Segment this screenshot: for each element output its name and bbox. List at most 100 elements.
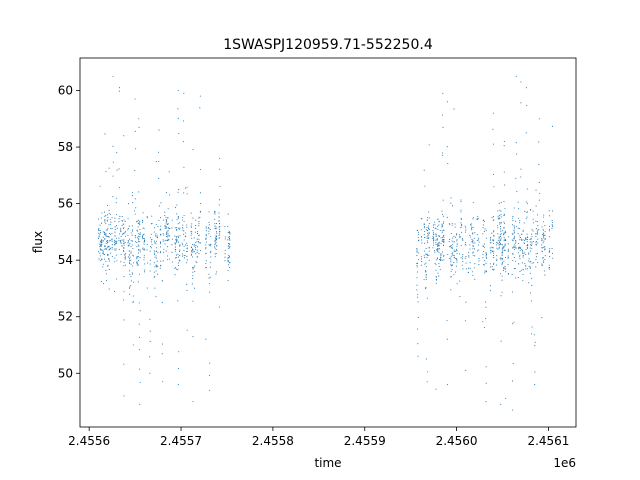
- data-point: [515, 75, 517, 77]
- data-point: [522, 239, 524, 241]
- data-point: [155, 265, 157, 267]
- data-point: [526, 268, 528, 270]
- data-point: [459, 253, 461, 255]
- data-point: [443, 241, 445, 243]
- data-point: [525, 218, 527, 220]
- data-point: [161, 280, 163, 282]
- x-tick-label: 2.4557: [160, 434, 202, 448]
- data-point: [549, 228, 551, 230]
- data-point: [522, 280, 524, 282]
- data-point: [160, 260, 162, 262]
- data-point: [552, 257, 554, 259]
- data-point: [424, 250, 426, 252]
- data-point: [99, 243, 101, 245]
- data-point: [130, 252, 132, 254]
- data-point: [110, 221, 112, 223]
- data-point: [132, 229, 134, 231]
- data-point: [129, 256, 131, 258]
- data-point: [195, 219, 197, 221]
- data-point: [115, 202, 117, 204]
- data-point: [530, 238, 533, 240]
- data-point: [500, 295, 502, 297]
- data-point: [497, 240, 499, 242]
- data-point: [139, 224, 141, 226]
- data-point: [198, 225, 200, 227]
- data-point: [477, 239, 480, 241]
- data-point: [526, 247, 529, 249]
- data-point: [109, 247, 111, 249]
- data-point: [469, 236, 471, 238]
- data-point: [215, 235, 217, 237]
- data-point: [516, 190, 518, 192]
- data-point: [417, 294, 419, 296]
- data-point: [516, 153, 518, 155]
- data-point: [500, 239, 502, 241]
- data-point: [437, 250, 439, 252]
- data-point: [196, 246, 198, 248]
- data-point: [441, 251, 444, 253]
- data-point: [224, 253, 226, 255]
- data-point: [114, 231, 116, 233]
- data-point: [438, 248, 440, 250]
- data-point: [433, 239, 435, 241]
- data-point: [182, 224, 184, 226]
- data-point: [186, 262, 188, 264]
- data-point: [224, 249, 226, 251]
- data-point: [174, 227, 176, 229]
- data-point: [504, 249, 506, 251]
- data-point: [132, 301, 134, 303]
- data-point: [460, 226, 462, 228]
- data-point: [485, 401, 487, 403]
- data-point: [428, 250, 430, 252]
- data-point: [167, 227, 169, 229]
- data-point: [196, 241, 198, 243]
- data-point: [229, 266, 231, 268]
- data-point: [139, 220, 141, 222]
- data-point: [551, 225, 554, 227]
- data-point: [438, 251, 440, 253]
- data-point: [193, 237, 195, 239]
- data-point: [219, 231, 221, 233]
- data-point: [153, 276, 155, 278]
- data-point: [541, 247, 543, 249]
- data-point: [167, 234, 169, 236]
- data-point: [499, 225, 502, 228]
- data-point: [474, 278, 476, 280]
- data-point: [435, 259, 437, 261]
- data-point: [205, 226, 207, 228]
- data-point: [462, 254, 464, 256]
- data-point: [420, 264, 422, 266]
- data-point: [177, 384, 179, 386]
- data-point: [450, 264, 452, 266]
- data-point: [519, 222, 521, 224]
- data-point: [133, 281, 135, 283]
- data-point: [112, 75, 114, 77]
- data-point: [434, 223, 436, 225]
- data-point: [104, 219, 106, 221]
- data-point: [464, 231, 466, 233]
- data-point: [542, 257, 545, 259]
- data-point: [440, 259, 442, 261]
- data-point: [123, 265, 125, 267]
- data-point: [118, 168, 120, 170]
- data-point: [417, 355, 419, 357]
- data-point: [143, 243, 145, 245]
- data-point: [432, 224, 435, 226]
- data-point: [123, 246, 125, 248]
- data-point: [478, 258, 480, 260]
- data-point: [496, 241, 498, 243]
- data-point: [464, 320, 466, 322]
- data-point: [177, 235, 179, 237]
- data-point: [102, 263, 104, 265]
- data-point: [218, 216, 220, 218]
- data-point: [452, 252, 454, 254]
- data-point: [139, 310, 141, 312]
- data-point: [513, 246, 515, 248]
- data-point: [195, 253, 197, 255]
- data-point: [498, 202, 500, 204]
- data-point: [520, 102, 522, 104]
- data-point: [175, 256, 177, 259]
- data-point: [139, 228, 141, 231]
- data-point: [179, 245, 181, 247]
- data-point: [132, 295, 134, 297]
